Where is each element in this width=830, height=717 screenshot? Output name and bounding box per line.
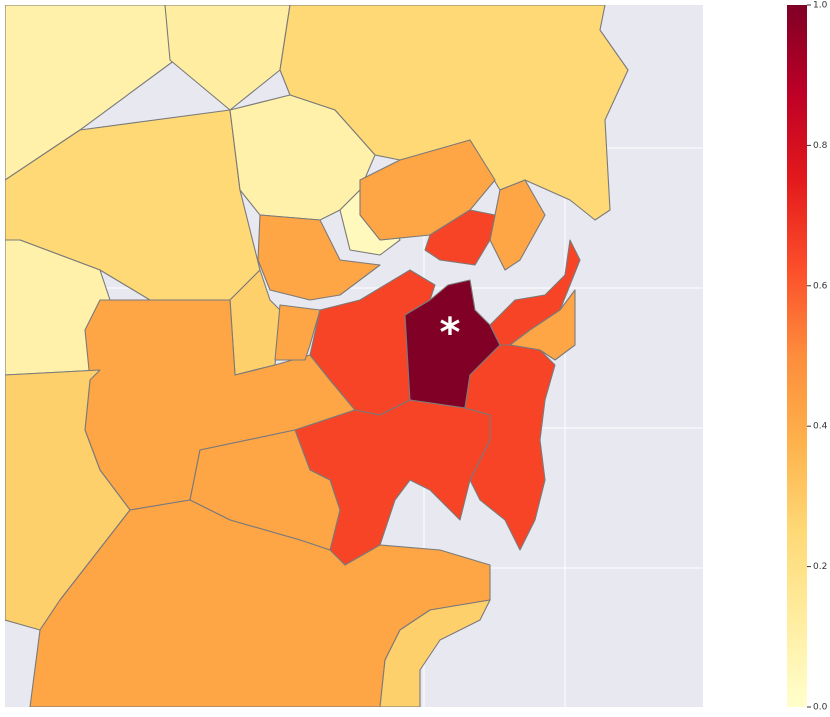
- region: [5, 5, 176, 181]
- colorbar-ticks: 0.0 0.2 0.4 0.6 0.8 1.0: [807, 1, 828, 713]
- colorbar-tick-label: 0.4: [813, 422, 828, 432]
- region: [257, 214, 381, 301]
- colorbar-tick-label: 0.0: [813, 703, 828, 713]
- colorbar: [787, 5, 807, 707]
- region: [164, 5, 291, 111]
- highlight-marker: *: [440, 310, 461, 356]
- region: [509, 289, 576, 361]
- regions: [5, 5, 629, 707]
- region: [274, 304, 321, 361]
- colorbar-tick-label: 0.2: [813, 562, 827, 572]
- colorbar-tick-label: 0.8: [813, 141, 828, 151]
- colorbar-tick-label: 0.6: [813, 281, 828, 291]
- colorbar-tick-label: 1.0: [813, 1, 828, 11]
- region: [379, 599, 491, 707]
- region: [424, 209, 496, 266]
- region: [5, 369, 131, 631]
- region: [29, 499, 491, 707]
